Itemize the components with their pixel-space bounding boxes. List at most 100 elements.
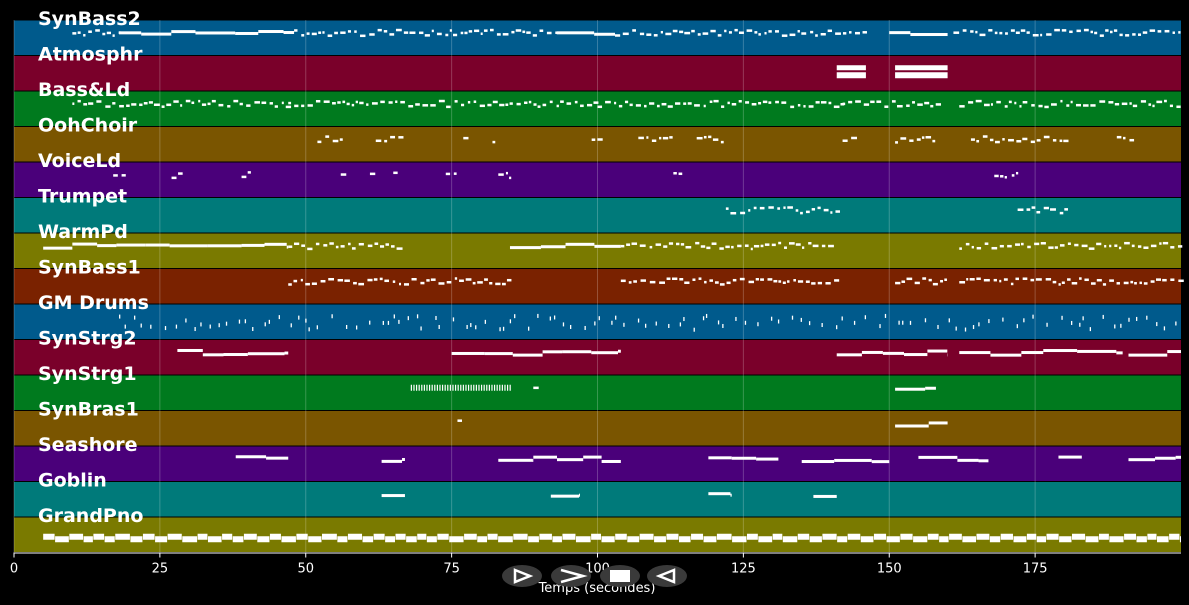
note <box>918 455 958 459</box>
note <box>724 29 727 33</box>
note <box>1000 175 1004 178</box>
note <box>842 32 847 35</box>
note <box>678 172 683 176</box>
note <box>528 536 539 543</box>
note <box>164 326 167 331</box>
fast-forward-button[interactable] <box>551 565 591 587</box>
note <box>166 103 172 107</box>
note <box>488 384 490 391</box>
note <box>522 30 526 34</box>
note <box>615 533 627 540</box>
track-row[interactable] <box>14 303 1181 340</box>
note <box>882 351 905 355</box>
note <box>662 136 669 140</box>
note <box>777 207 781 210</box>
track-row[interactable] <box>14 445 1181 482</box>
note <box>870 100 875 104</box>
note <box>1090 282 1096 285</box>
note <box>623 322 625 327</box>
note <box>512 353 543 357</box>
note <box>1156 100 1163 104</box>
note <box>1022 100 1028 104</box>
note <box>371 102 378 105</box>
note <box>764 243 770 246</box>
note <box>1014 101 1017 105</box>
track-row[interactable] <box>14 268 1184 305</box>
note <box>484 278 488 281</box>
track-row[interactable] <box>14 232 1183 269</box>
note <box>431 29 434 33</box>
track-background <box>14 304 1181 340</box>
track-row[interactable] <box>14 55 1181 92</box>
note <box>468 30 473 33</box>
note <box>316 325 318 330</box>
note <box>384 279 389 283</box>
note <box>790 105 795 109</box>
note <box>278 315 280 320</box>
track-name: VoiceLd <box>38 150 121 172</box>
note <box>1150 244 1157 248</box>
track-row[interactable] <box>14 19 1181 56</box>
note <box>436 32 442 36</box>
note <box>959 105 965 108</box>
note <box>1070 320 1073 325</box>
note <box>486 384 488 391</box>
note <box>735 316 737 321</box>
note <box>728 31 732 34</box>
note <box>465 278 472 281</box>
note <box>617 349 621 353</box>
note <box>305 318 307 323</box>
note <box>1162 278 1167 282</box>
track-row[interactable] <box>14 339 1181 376</box>
track-row[interactable] <box>14 516 1181 553</box>
track-row[interactable] <box>14 90 1181 127</box>
note <box>1172 31 1175 34</box>
note <box>591 351 618 355</box>
note <box>1059 211 1064 215</box>
note <box>1058 455 1082 459</box>
note <box>746 29 753 32</box>
note <box>417 533 427 540</box>
note <box>925 386 936 390</box>
note <box>727 101 730 105</box>
note <box>760 278 764 281</box>
note <box>676 242 680 246</box>
track-row[interactable] <box>14 161 1181 198</box>
note <box>72 242 98 246</box>
note <box>323 244 328 247</box>
play-button[interactable] <box>502 565 542 587</box>
note <box>148 101 153 104</box>
note <box>422 104 429 107</box>
rewind-button[interactable] <box>647 565 687 587</box>
note <box>332 139 339 143</box>
note <box>438 282 445 285</box>
note <box>921 136 925 139</box>
track-row[interactable] <box>14 410 1181 447</box>
note <box>1059 139 1063 143</box>
note <box>467 384 470 391</box>
note <box>390 135 396 139</box>
note <box>994 174 999 178</box>
note <box>1043 349 1078 353</box>
stop-button[interactable] <box>600 565 640 587</box>
note <box>96 100 102 103</box>
note <box>695 241 700 245</box>
note <box>241 175 247 179</box>
note <box>537 313 539 318</box>
note <box>491 384 493 391</box>
track-row[interactable] <box>14 374 1181 411</box>
note <box>294 29 298 32</box>
note <box>962 29 967 32</box>
track-name: SynBass1 <box>38 257 141 279</box>
note <box>853 320 856 325</box>
note <box>739 277 745 281</box>
note <box>835 210 840 213</box>
track-row[interactable] <box>14 197 1181 234</box>
note <box>225 321 228 326</box>
note <box>876 100 882 103</box>
track-row[interactable] <box>14 126 1181 163</box>
note <box>446 280 452 284</box>
note <box>516 102 521 106</box>
track-row[interactable] <box>14 481 1181 518</box>
button-background <box>647 565 687 587</box>
